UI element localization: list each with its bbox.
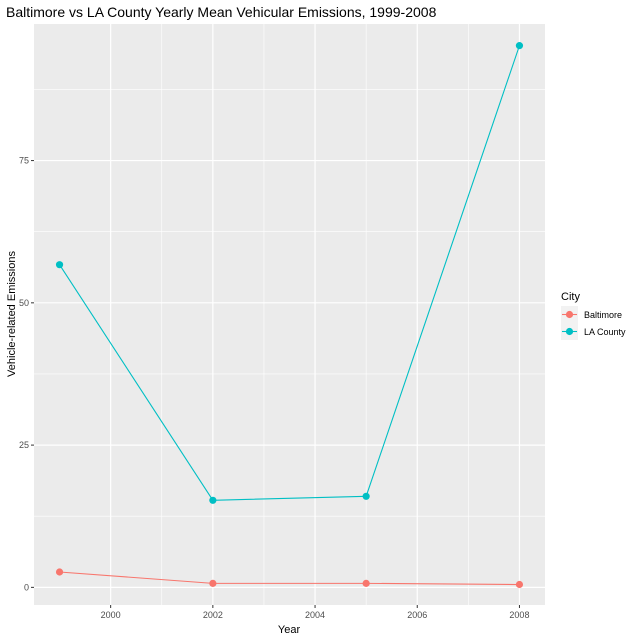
- series-line-baltimore: [59, 571, 520, 586]
- data-point-la-county: [209, 496, 217, 504]
- legend-title: City: [561, 291, 580, 303]
- data-point-baltimore: [362, 579, 370, 587]
- y-axis: 0 25 50 75: [19, 156, 34, 592]
- y-tick-label: 50: [19, 298, 29, 308]
- legend-label-la-county: LA County: [584, 327, 626, 337]
- data-point-la-county: [362, 492, 370, 500]
- x-tick-label: 2004: [305, 610, 325, 620]
- legend: City Baltimore LA County: [561, 291, 626, 340]
- y-tick-label: 0: [24, 582, 29, 592]
- data-point-la-county: [55, 261, 64, 269]
- legend-key-point-baltimore: [565, 310, 574, 319]
- legend-key-point-la-county: [565, 327, 574, 336]
- y-tick-label: 25: [19, 440, 29, 450]
- legend-label-baltimore: Baltimore: [584, 310, 622, 320]
- x-axis-label: Year: [278, 624, 301, 636]
- series-layer: [55, 42, 524, 589]
- data-point-baltimore: [209, 579, 217, 587]
- x-tick-label: 2002: [203, 610, 223, 620]
- grid-major: [34, 24, 545, 605]
- plot-panel: [34, 24, 545, 605]
- data-point-la-county: [515, 42, 524, 50]
- chart-title: Baltimore vs LA County Yearly Mean Vehic…: [6, 4, 437, 20]
- series-line-la-county: [59, 45, 520, 501]
- x-axis: 2000 2002 2004 2006 2008: [101, 605, 529, 620]
- y-axis-label: Vehicle-related Emissions: [6, 251, 18, 377]
- y-tick-label: 75: [19, 156, 29, 166]
- data-point-baltimore: [55, 568, 64, 576]
- data-point-baltimore: [515, 580, 524, 589]
- x-tick-label: 2000: [101, 610, 121, 620]
- x-tick-label: 2008: [509, 610, 529, 620]
- x-tick-label: 2006: [407, 610, 427, 620]
- grid-minor: [34, 24, 545, 605]
